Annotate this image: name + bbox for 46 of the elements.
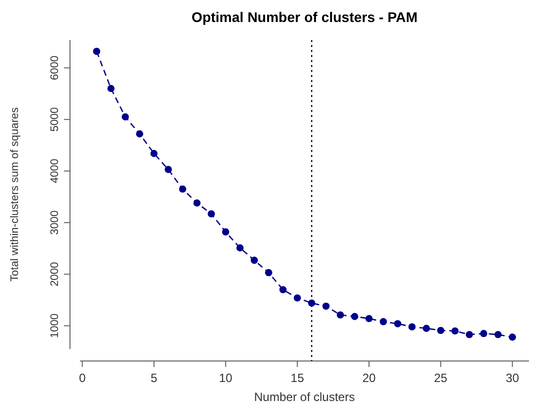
point bbox=[451, 327, 459, 335]
point bbox=[351, 312, 358, 320]
x-tick-label: 15 bbox=[290, 371, 304, 385]
x-tick-label: 30 bbox=[506, 371, 520, 385]
point bbox=[179, 185, 186, 193]
x-axis-title: Number of clusters bbox=[254, 390, 355, 404]
x-tick-label: 10 bbox=[218, 371, 233, 385]
y-tick-label: 5000 bbox=[49, 107, 61, 132]
point bbox=[236, 244, 244, 252]
y-tick-label: 3000 bbox=[49, 210, 61, 235]
point bbox=[164, 166, 172, 174]
point bbox=[437, 326, 444, 334]
y-tick-label: 1000 bbox=[49, 314, 61, 338]
y-tick-label: 2000 bbox=[49, 262, 61, 286]
point bbox=[408, 323, 416, 330]
point bbox=[294, 294, 301, 302]
point bbox=[308, 299, 316, 307]
point bbox=[222, 228, 230, 236]
point bbox=[265, 269, 272, 276]
point bbox=[93, 48, 100, 55]
point bbox=[136, 130, 144, 138]
point bbox=[394, 320, 402, 328]
point bbox=[250, 256, 258, 264]
y-axis-title: Total within-clusters sum of squares bbox=[9, 106, 21, 282]
point bbox=[466, 330, 473, 338]
point bbox=[208, 210, 215, 218]
point bbox=[422, 324, 430, 332]
point bbox=[380, 318, 387, 326]
point bbox=[107, 84, 115, 92]
point bbox=[480, 330, 488, 338]
x-tick-label: 0 bbox=[78, 371, 86, 385]
y-tick-label: 6000 bbox=[49, 56, 61, 80]
point bbox=[193, 199, 201, 207]
point bbox=[322, 302, 330, 310]
point bbox=[365, 314, 373, 322]
point bbox=[122, 113, 129, 120]
chart-title: Optimal Number of clusters - PAM bbox=[191, 9, 418, 25]
point bbox=[508, 334, 516, 341]
point bbox=[150, 150, 158, 158]
y-tick-label: 4000 bbox=[49, 158, 61, 184]
x-tick-label: 25 bbox=[434, 371, 448, 385]
x-tick-label: 5 bbox=[150, 371, 158, 385]
point bbox=[336, 311, 344, 319]
point bbox=[279, 286, 287, 294]
x-tick-label: 20 bbox=[362, 371, 376, 385]
point bbox=[494, 330, 502, 338]
